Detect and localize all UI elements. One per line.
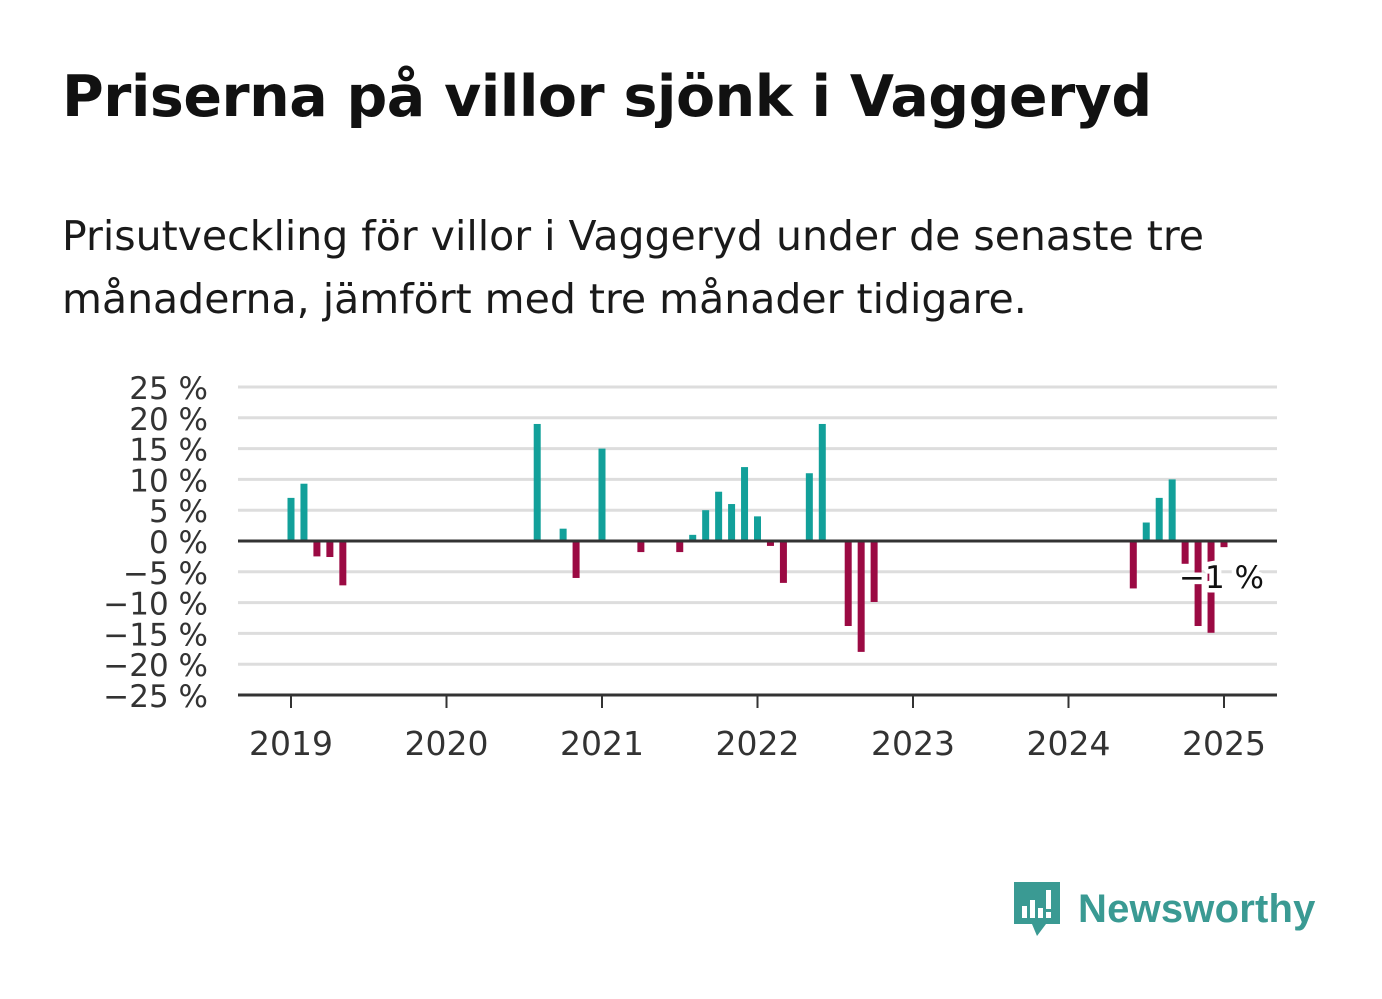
chart-subtitle: Prisutveckling för villor i Vaggeryd und…	[62, 212, 1204, 323]
bar	[598, 448, 606, 541]
x-tick-label: 2024	[1027, 724, 1111, 763]
bar	[844, 541, 852, 627]
x-tick-label: 2025	[1182, 724, 1266, 763]
bars	[287, 423, 1228, 652]
y-tick-label: 25 %	[129, 371, 208, 407]
bar	[300, 483, 308, 541]
x-axis-tick-labels: 2019 2020 2021 2022 2023 2024 2025	[249, 695, 1266, 763]
bar	[313, 541, 321, 557]
bar	[1207, 541, 1215, 633]
y-axis-tick-labels: 25 %20 %15 %10 %5 %0 %−5 %−10 %−15 %−20 …	[103, 371, 208, 715]
y-tick-label: 5 %	[149, 494, 208, 530]
chart-title: Priserna på villor sjönk i Vaggeryd	[62, 64, 1152, 130]
bar	[1155, 497, 1163, 541]
y-tick-label: −10 %	[103, 587, 208, 623]
bar	[1194, 541, 1202, 627]
y-tick-label: 20 %	[129, 402, 208, 438]
bar	[754, 516, 761, 541]
bar	[1142, 522, 1150, 541]
y-tick-label: −15 %	[103, 617, 208, 653]
y-tick-label: 10 %	[129, 463, 208, 499]
bar	[766, 541, 774, 546]
bar	[715, 491, 723, 541]
bar-chart: 25 %20 %15 %10 %5 %0 %−5 %−10 %−15 %−20 …	[103, 371, 1277, 763]
bar	[1168, 479, 1176, 541]
bar	[339, 541, 347, 586]
bar	[572, 541, 580, 578]
bar	[676, 541, 684, 553]
bar	[702, 510, 710, 541]
bar	[1181, 541, 1189, 564]
annotation: −1 %	[1174, 556, 1268, 601]
bar	[805, 473, 813, 541]
bar	[1129, 541, 1137, 589]
x-tick-label: 2021	[560, 724, 644, 763]
x-tick-label: 2023	[871, 724, 955, 763]
bar	[689, 534, 697, 541]
grid-lines	[238, 385, 1277, 666]
bar	[637, 541, 645, 553]
y-tick-label: −20 %	[103, 648, 208, 684]
x-tick-label: 2022	[716, 724, 800, 763]
y-tick-label: 0 %	[149, 525, 208, 561]
bar	[779, 541, 787, 583]
newsworthy-logo-icon	[1014, 882, 1060, 936]
newsworthy-logo: Newsworthy	[1010, 878, 1316, 940]
bar	[857, 541, 865, 652]
bar	[326, 541, 334, 558]
bar	[533, 423, 541, 541]
annotation-label: −1 %	[1179, 560, 1264, 596]
y-tick-label: −5 %	[123, 556, 208, 592]
brand-name: Newsworthy	[1078, 886, 1316, 931]
bar	[818, 423, 826, 541]
x-tick-label: 2020	[405, 724, 489, 763]
bar	[741, 467, 749, 541]
bar	[728, 504, 736, 541]
bar	[287, 497, 295, 541]
y-tick-label: −25 %	[103, 679, 208, 715]
bar	[559, 528, 567, 541]
bar	[870, 541, 878, 602]
x-tick-label: 2019	[249, 724, 333, 763]
bar	[1220, 541, 1228, 548]
axes	[238, 539, 1277, 697]
y-tick-label: 15 %	[129, 433, 208, 469]
